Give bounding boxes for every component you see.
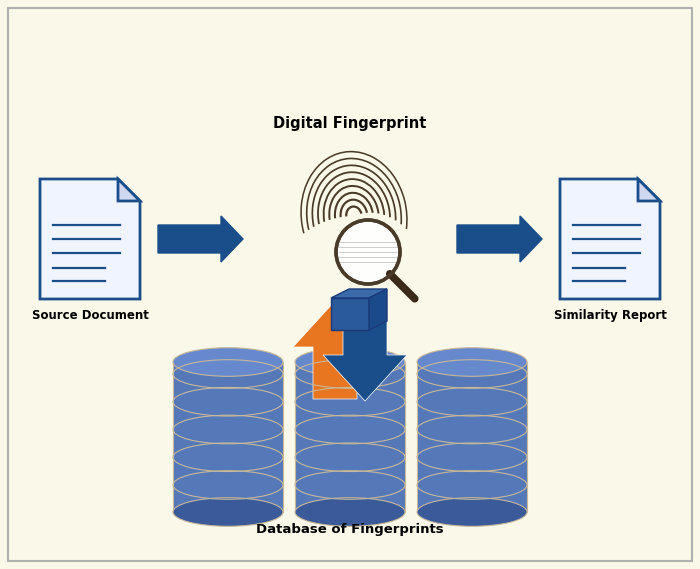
Polygon shape: [369, 289, 387, 330]
Bar: [295, 362, 405, 512]
Circle shape: [336, 220, 400, 284]
Ellipse shape: [295, 348, 405, 376]
Polygon shape: [293, 301, 377, 399]
Text: Digital Fingerprint: Digital Fingerprint: [273, 116, 427, 131]
Polygon shape: [323, 303, 407, 401]
FancyArrow shape: [457, 216, 542, 262]
Polygon shape: [331, 289, 387, 298]
Polygon shape: [40, 179, 140, 299]
Text: Database of Fingerprints: Database of Fingerprints: [256, 522, 444, 535]
Ellipse shape: [417, 348, 527, 376]
Text: Similarity Report: Similarity Report: [554, 309, 666, 322]
Bar: [417, 362, 527, 512]
Ellipse shape: [173, 348, 283, 376]
FancyArrow shape: [158, 216, 243, 262]
Polygon shape: [331, 298, 369, 330]
Text: Source Document: Source Document: [32, 309, 148, 322]
Ellipse shape: [295, 498, 405, 526]
Polygon shape: [560, 179, 660, 299]
Polygon shape: [118, 179, 140, 201]
Bar: [173, 362, 283, 512]
Ellipse shape: [173, 498, 283, 526]
Ellipse shape: [417, 498, 527, 526]
Polygon shape: [638, 179, 660, 201]
